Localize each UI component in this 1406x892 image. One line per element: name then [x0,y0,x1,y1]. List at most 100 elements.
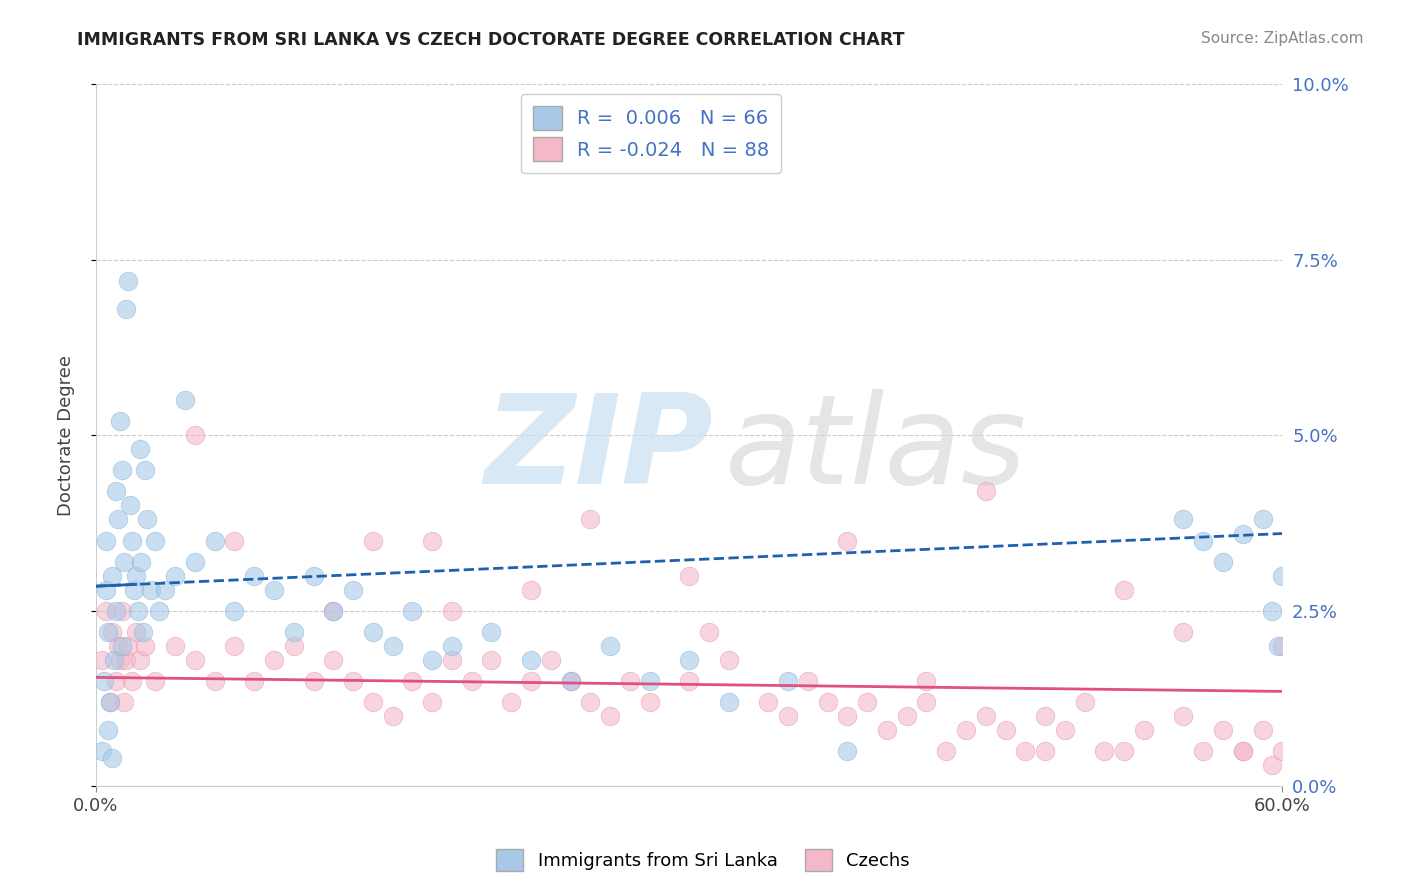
Point [101,624,124,639]
Point [420,533,443,548]
Point [1192,533,1215,548]
Point [678,653,700,667]
Point [501,695,523,709]
Point [619,673,641,688]
Point [184,653,207,667]
Point [91,653,114,667]
Point [184,428,207,442]
Point [381,709,404,723]
Point [224,604,246,618]
Point [697,624,720,639]
Point [1251,723,1274,737]
Point [361,624,384,639]
Y-axis label: Doctorate Degree: Doctorate Degree [58,355,75,516]
Point [1212,723,1234,737]
Point [440,653,463,667]
Point [224,533,246,548]
Point [121,673,143,688]
Point [974,484,997,499]
Point [1073,695,1095,709]
Point [107,512,129,526]
Point [1114,744,1136,758]
Point [243,673,266,688]
Point [117,639,139,653]
Point [117,274,139,288]
Point [896,709,918,723]
Point [132,624,155,639]
Point [420,653,443,667]
Point [342,582,364,597]
Point [121,533,143,548]
Point [108,414,131,428]
Point [128,653,150,667]
Point [1033,744,1056,758]
Point [148,604,170,618]
Point [420,695,443,709]
Point [1212,555,1234,569]
Point [112,695,135,709]
Point [1033,709,1056,723]
Point [128,442,150,457]
Point [520,673,543,688]
Point [756,695,779,709]
Point [322,604,344,618]
Point [98,695,121,709]
Point [94,533,117,548]
Point [361,533,384,548]
Point [114,653,136,667]
Point [174,393,197,408]
Point [599,709,621,723]
Point [915,695,938,709]
Point [915,673,938,688]
Point [401,604,423,618]
Point [560,673,582,688]
Point [797,673,820,688]
Point [599,639,621,653]
Point [204,533,226,548]
Point [104,673,127,688]
Legend: Immigrants from Sri Lanka, Czechs: Immigrants from Sri Lanka, Czechs [489,842,917,879]
Point [127,604,149,618]
Point [1192,744,1215,758]
Point [776,673,799,688]
Point [111,463,134,477]
Point [856,695,879,709]
Point [184,555,207,569]
Point [1014,744,1036,758]
Point [678,568,700,582]
Point [143,673,166,688]
Point [1232,526,1254,541]
Point [97,723,120,737]
Point [776,709,799,723]
Point [440,639,463,653]
Point [1173,512,1195,526]
Point [440,604,463,618]
Point [104,604,127,618]
Point [1053,723,1076,737]
Point [118,499,141,513]
Point [638,673,661,688]
Point [101,568,124,582]
Point [876,723,898,737]
Point [994,723,1017,737]
Point [520,582,543,597]
Point [112,555,135,569]
Text: ZIP: ZIP [484,389,713,510]
Point [322,604,344,618]
Point [143,533,166,548]
Point [165,568,187,582]
Point [974,709,997,723]
Point [1261,758,1284,772]
Legend: R =  0.006   N = 66, R = -0.024   N = 88: R = 0.006 N = 66, R = -0.024 N = 88 [522,95,782,173]
Point [111,639,134,653]
Point [1271,568,1294,582]
Text: IMMIGRANTS FROM SRI LANKA VS CZECH DOCTORATE DEGREE CORRELATION CHART: IMMIGRANTS FROM SRI LANKA VS CZECH DOCTO… [77,31,905,49]
Point [224,639,246,653]
Point [155,582,177,597]
Point [955,723,977,737]
Text: Source: ZipAtlas.com: Source: ZipAtlas.com [1201,31,1364,46]
Point [481,624,503,639]
Point [124,568,146,582]
Point [283,639,305,653]
Point [111,604,134,618]
